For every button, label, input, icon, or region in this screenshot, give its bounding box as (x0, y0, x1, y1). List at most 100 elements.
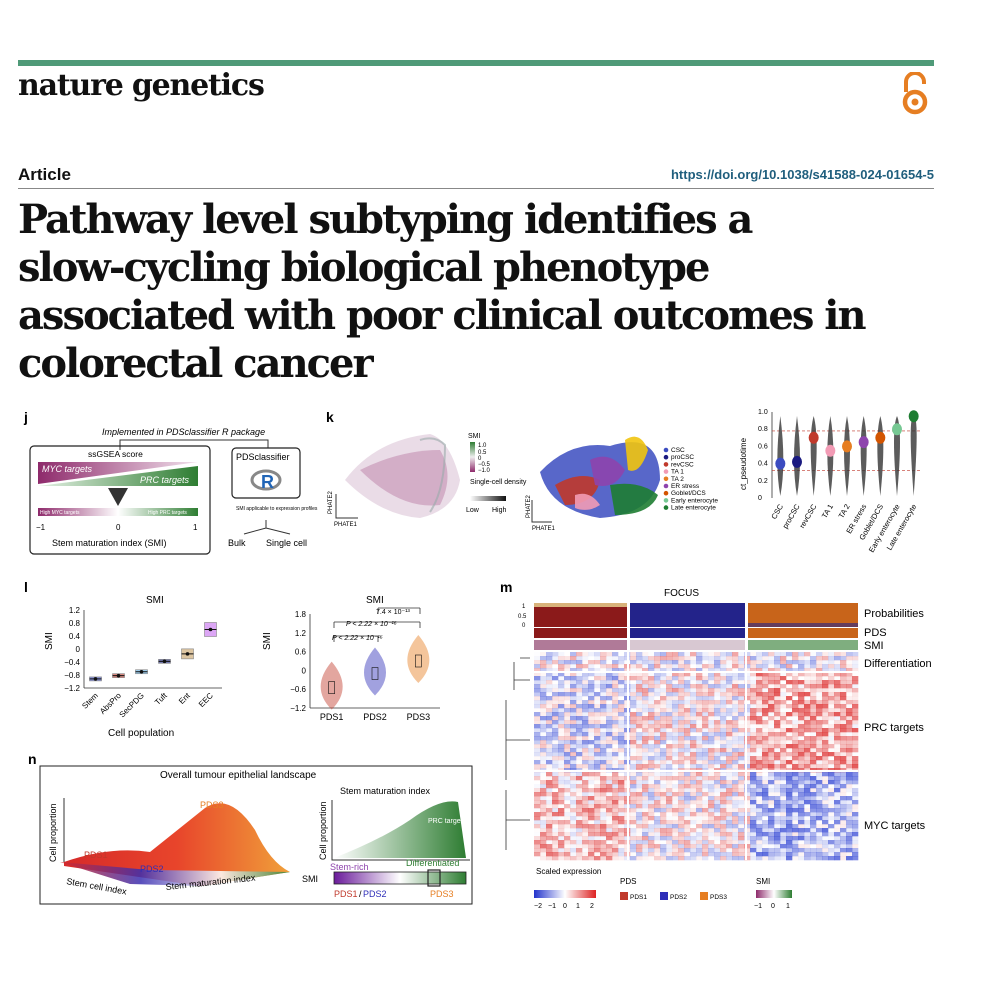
pds1-label: PDS1 (84, 850, 108, 860)
y-tick: 0.2 (758, 478, 768, 485)
smi-legend-tick: 0 (478, 456, 482, 462)
legend-dot (663, 505, 669, 510)
violin-mark (877, 416, 884, 496)
smi-strip-2 (630, 640, 746, 650)
scale-tick: −1 (548, 903, 556, 910)
violin-mark (844, 416, 850, 496)
pds1-bar-label: PDS1 (334, 889, 358, 899)
differentiated-label: Differentiated (406, 858, 459, 868)
violin-mark (810, 416, 817, 496)
prc-label: PRC targets (140, 475, 190, 485)
violin-mark (860, 416, 867, 496)
violin-box (371, 667, 379, 680)
smi-tick: 0 (116, 523, 121, 532)
box-point (139, 669, 144, 674)
phate-celltype-plot (540, 436, 660, 518)
smi-axis-label: Stem maturation index (SMI) (52, 538, 167, 548)
ssgsea-box (29, 445, 211, 555)
violin-median (875, 431, 886, 444)
landscape-box (39, 765, 473, 905)
pds-legend-swatch (620, 892, 628, 900)
smi-pds-bar (333, 871, 467, 885)
title-line: colorectal cancer (18, 340, 374, 387)
scaled-label: Scaled expression (536, 867, 601, 876)
panel-n-label: n (28, 751, 37, 767)
row-label-smi: SMI (864, 640, 884, 652)
panel-m-label: m (500, 579, 512, 595)
category-label: Tuft (153, 691, 169, 707)
box-point (185, 652, 190, 656)
smi-legend-tick: 1.0 (478, 443, 487, 449)
title-line: Pathway level subtyping identifies a (18, 196, 753, 243)
legend-dot (663, 490, 669, 496)
y-tick: 0 (758, 495, 762, 502)
p-value-1: 7.4 × 10⁻¹³ (376, 609, 411, 616)
doi-link[interactable]: https://doi.org/10.1038/s41588-024-01654… (670, 167, 934, 182)
pds-legend-label: PDS2 (670, 894, 687, 901)
open-access-icon[interactable] (900, 72, 930, 116)
legend-dot (663, 447, 669, 453)
prc-targets-label: PRC targets (428, 818, 467, 825)
smi-legend-tick: −1.0 (478, 468, 491, 474)
smi-legend-title: SMI (468, 433, 481, 440)
violin-median (892, 423, 902, 436)
y-tick: 0.4 (758, 461, 768, 468)
panel-k-label: k (326, 409, 334, 425)
smi-legend-tick: 0.5 (478, 450, 487, 456)
violin-mark (910, 416, 917, 496)
category-label: EEC (197, 691, 215, 709)
category-label: PDS2 (363, 712, 387, 722)
y-tick: 1.2 (69, 606, 81, 615)
r-logo-icon (250, 469, 282, 491)
y-tick: 0.6 (758, 443, 768, 450)
scale-tick: 1 (576, 903, 580, 910)
violin-plot (320, 635, 430, 710)
smi-legend2-tick: −1 (754, 903, 762, 910)
phate1-label: PHATE1 (532, 526, 556, 532)
row-label-differentiation: Differentiation (864, 658, 932, 670)
journal-accent-bar (18, 60, 934, 66)
prc-gradient-wedge (38, 466, 198, 486)
triangle-pointer-icon (108, 488, 128, 506)
violin-median (908, 410, 919, 423)
violin-mark (320, 661, 343, 710)
scale-tick: 2 (590, 903, 594, 910)
prob-tick: 0 (522, 623, 526, 629)
y-tick: 0.4 (69, 632, 81, 641)
legend-label: TA 1 (671, 469, 684, 476)
pds-legend-swatch (700, 892, 708, 900)
legend-dot (663, 462, 669, 467)
figure: j Implemented in PDSclassifier R package… (23, 409, 932, 910)
myc-gradient-wedge (38, 462, 198, 484)
smi-strip-1 (534, 640, 628, 650)
sig-bracket-3 (377, 607, 421, 614)
article-type: Article (18, 165, 71, 184)
violin-median (792, 455, 802, 468)
p-value-3: P < 2.22 × 10⁻¹⁶ (332, 635, 383, 642)
legend-label: revCSC (671, 461, 694, 468)
smi-legend2-title: SMI (756, 877, 770, 886)
category-label: PDS3 (407, 712, 431, 722)
implemented-text: Implemented in PDSclassifier R package (102, 427, 265, 437)
y-tick: −0.6 (290, 685, 306, 694)
legend-dot (663, 469, 669, 474)
category-label: CSC (769, 502, 785, 521)
density-label: Single-cell density (470, 479, 527, 486)
pds-separator: / (359, 889, 362, 899)
category-label: SecPDG (118, 691, 146, 719)
phate2-label: PHATE2 (526, 494, 532, 518)
implemented-bracket (119, 439, 269, 450)
left-box-title: SMI (146, 595, 164, 606)
cell-prop-label-2: Cell proportion (318, 801, 328, 860)
heatmap-title: FOCUS (664, 588, 699, 599)
y-tick: −1.2 (290, 704, 306, 713)
violin-categories: PDS1 PDS2 PDS3 (320, 712, 430, 722)
smi-tick: 1 (193, 523, 198, 532)
pseudotime-violins (775, 410, 919, 496)
p-value-2: P < 2.22 × 10⁻¹⁶ (346, 621, 397, 628)
split-arrow (243, 520, 291, 535)
legend-dot (663, 483, 669, 489)
smi-gradient-bar (38, 508, 198, 516)
pds3-marker (427, 869, 441, 887)
